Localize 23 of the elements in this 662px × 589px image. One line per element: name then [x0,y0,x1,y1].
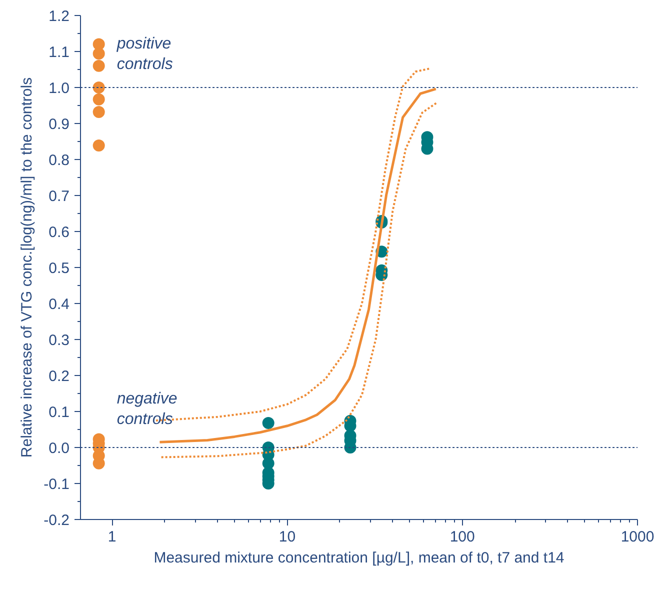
y-tick-label: 0.7 [48,188,70,205]
y-tick-label: 0.1 [48,404,70,421]
x-tick-label: 100 [450,528,475,546]
y-tick-label: 1.2 [48,8,70,25]
annotation: positive controls [116,36,173,73]
y-tick-label: 0.0 [48,440,70,457]
y-axis-title: Relative increase of VTG conc.[log(ng)/ml] to the controls [18,77,36,458]
y-tick-label: 0.8 [48,152,70,169]
x-tick-label: 1000 [620,528,654,546]
x-axis-title: Measured mixture concentration [µg/L], mean of t0, t7 and t14 [154,550,564,566]
y-tick-label: 0.3 [48,332,70,349]
y-tick-label: 0.6 [48,224,70,241]
y-tick-label: 0.9 [48,116,70,133]
x-tick-label: 10 [278,528,296,546]
annotation: negative controls [116,390,178,428]
y-tick-label: -0.2 [44,512,70,529]
y-tick-label: 1.0 [48,80,70,97]
x-tick-label: 1 [108,528,116,546]
y-tick-label: 1.1 [48,44,70,61]
y-tick-label: 0.4 [48,296,70,313]
y-tick-label: -0.1 [44,476,70,493]
y-tick-label: 0.2 [48,368,70,385]
y-tick-label: 0.5 [48,260,70,277]
